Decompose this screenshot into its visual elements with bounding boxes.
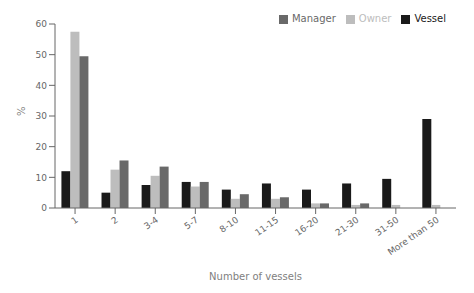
svg-text:40: 40 bbox=[36, 81, 48, 91]
svg-text:50: 50 bbox=[36, 50, 48, 60]
svg-text:20: 20 bbox=[36, 142, 48, 152]
svg-text:10: 10 bbox=[36, 173, 48, 183]
svg-text:2: 2 bbox=[110, 215, 120, 226]
svg-text:21-30: 21-30 bbox=[333, 215, 360, 238]
svg-text:31-50: 31-50 bbox=[374, 215, 401, 238]
svg-text:1: 1 bbox=[69, 215, 79, 226]
svg-text:Number of vessels: Number of vessels bbox=[209, 271, 302, 282]
svg-text:5-7: 5-7 bbox=[182, 215, 200, 232]
svg-text:8-10: 8-10 bbox=[218, 215, 241, 235]
svg-text:3-4: 3-4 bbox=[142, 215, 160, 232]
html-text:Manager: Manager bbox=[291, 13, 336, 24]
svg-text:More than 50: More than 50 bbox=[386, 215, 441, 258]
svg-text:%: % bbox=[16, 106, 27, 116]
svg-text:0: 0 bbox=[41, 203, 47, 213]
svg-text:11-15: 11-15 bbox=[253, 215, 280, 238]
html-text:Vessel: Vessel bbox=[414, 13, 446, 24]
svg-text:16-20: 16-20 bbox=[293, 215, 320, 238]
svg-text:30: 30 bbox=[36, 111, 48, 121]
html-text:Owner: Owner bbox=[358, 13, 392, 24]
svg-text:60: 60 bbox=[36, 19, 48, 29]
